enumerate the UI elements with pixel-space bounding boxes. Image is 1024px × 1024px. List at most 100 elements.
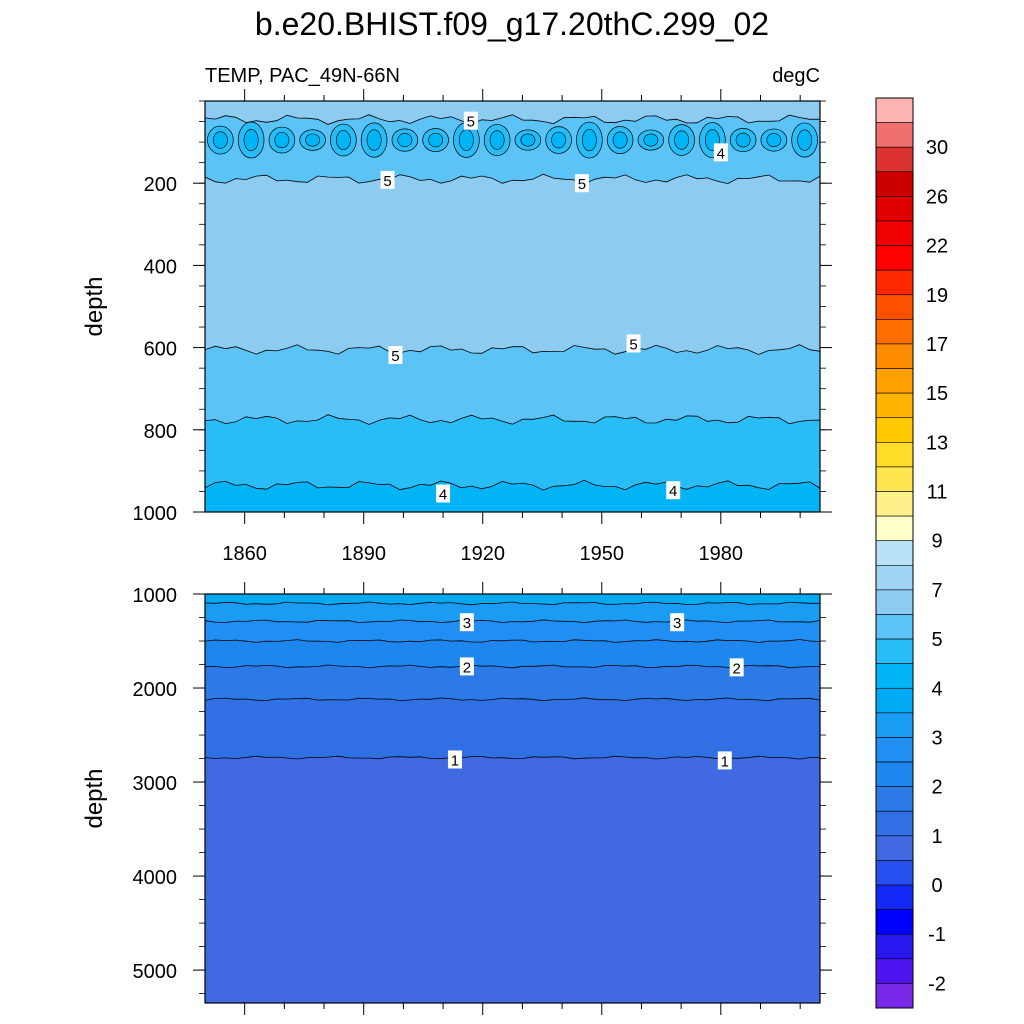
colorbar-swatch — [875, 343, 914, 369]
contour-label-text: 4 — [717, 145, 725, 162]
colorbar-swatch — [875, 737, 914, 763]
contour-band — [205, 344, 820, 425]
colorbar-swatch — [875, 269, 914, 296]
y-tick-label: 1000 — [133, 503, 178, 525]
near-surface-cell-core — [674, 130, 690, 150]
contour-band — [205, 619, 820, 643]
near-surface-cell-core — [612, 131, 628, 149]
colorbar-label: 5 — [931, 629, 942, 651]
contour-line — [205, 414, 820, 425]
contour-label: 5 — [463, 111, 478, 131]
contour-label: 5 — [380, 170, 395, 190]
x-tick-label: 1980 — [699, 543, 744, 565]
colorbar-swatch — [875, 933, 914, 960]
near-surface-cell-core — [797, 129, 813, 151]
contour-line — [205, 639, 820, 643]
contour-label: 5 — [388, 345, 403, 365]
colorbar-swatch — [875, 884, 914, 910]
contour-band — [205, 594, 820, 605]
near-surface-cell-core — [643, 133, 659, 147]
y-tick-label: 800 — [144, 421, 177, 443]
near-surface-cell-core — [551, 131, 567, 149]
contour-line — [205, 755, 820, 760]
near-surface-cell-core — [335, 130, 351, 150]
colorbar-label: 15 — [926, 383, 948, 405]
x-tick-label: 1890 — [341, 543, 386, 565]
near-surface-cell-core — [520, 133, 536, 147]
near-surface-cell-core — [397, 133, 413, 148]
chart-title: b.e20.BHIST.f09_g17.20thC.299_02 — [255, 6, 769, 42]
near-surface-cell-core — [581, 128, 597, 152]
contour-label: 5 — [574, 174, 589, 193]
contour-label-text: 2 — [463, 659, 471, 676]
contour-band — [205, 414, 820, 491]
near-surface-cell-core — [428, 132, 444, 148]
contour-band — [205, 697, 820, 760]
near-surface-cell-core — [766, 133, 782, 147]
x-tick-label: 1860 — [222, 543, 267, 565]
contour-label: 3 — [670, 613, 685, 632]
contour-label-text: 5 — [578, 176, 586, 193]
colorbar-label: 3 — [931, 727, 942, 749]
contour-label: 4 — [713, 143, 728, 162]
colorbar-swatch — [875, 958, 914, 984]
colorbar-swatch — [875, 786, 914, 812]
y-tick-label: 4000 — [133, 867, 178, 889]
colorbar-label: -2 — [928, 973, 946, 995]
colorbar-swatch — [875, 983, 914, 1009]
colorbar-label: 13 — [926, 432, 948, 454]
colorbar-label: -1 — [928, 924, 946, 946]
contour-line — [205, 664, 820, 669]
colorbar-swatch — [875, 540, 914, 566]
colorbar-swatch — [875, 835, 914, 861]
near-surface-cell-core — [366, 129, 382, 151]
colorbar-swatch — [875, 712, 914, 738]
contour-band — [205, 756, 820, 1003]
contour-label-text: 5 — [391, 348, 399, 365]
contour-label-text: 4 — [439, 487, 447, 504]
colorbar-label: 9 — [931, 531, 942, 553]
colorbar-label: 22 — [926, 236, 948, 258]
colorbar-swatch — [875, 417, 914, 443]
colorbar-swatch — [875, 860, 914, 886]
contour-line — [205, 173, 820, 185]
contour-band — [205, 639, 820, 668]
plot-frame — [204, 593, 821, 1004]
y-tick-label: 200 — [144, 174, 177, 196]
colorbar-swatch — [875, 491, 914, 517]
colorbar-label: 19 — [926, 285, 948, 307]
contour-label-text: 1 — [451, 752, 459, 769]
contour-label: 2 — [459, 657, 474, 676]
colorbar-swatch — [875, 122, 914, 148]
contour-band — [205, 664, 820, 701]
colorbar-label: 30 — [926, 137, 948, 159]
colorbar-swatch — [875, 171, 914, 197]
colorbar-swatch — [875, 909, 914, 935]
plot-area — [205, 101, 820, 512]
contour-band — [205, 114, 820, 184]
colorbar-swatch — [875, 368, 914, 394]
units-label: degC — [772, 65, 820, 87]
y-tick-label: 5000 — [133, 961, 178, 983]
colorbar-label: 17 — [926, 334, 948, 356]
near-surface-cell-core — [489, 130, 505, 150]
colorbar-label: 4 — [931, 678, 942, 700]
colorbar-swatch — [875, 220, 914, 246]
colorbar-swatch — [875, 638, 914, 664]
colorbar-label: 26 — [926, 186, 948, 208]
y-tick-label: 3000 — [133, 773, 178, 795]
contour-label: 1 — [717, 751, 732, 770]
near-surface-cell-core — [243, 128, 259, 152]
plot-area — [205, 594, 820, 1003]
contour-band — [205, 174, 820, 355]
contour-label-text: 2 — [733, 660, 741, 677]
colorbar-swatch — [875, 146, 914, 173]
colorbar-swatch — [875, 515, 914, 542]
contour-line — [205, 479, 820, 491]
contour-label: 2 — [729, 658, 744, 677]
y-tick-label: 400 — [144, 256, 177, 278]
colorbar-swatch — [875, 564, 914, 591]
colorbar: 30 26 22 19 17 15 13 11 9 7 5 4 3 2 1 0 -1 -2 — [875, 97, 948, 1009]
colorbar-label: 11 — [927, 482, 948, 504]
